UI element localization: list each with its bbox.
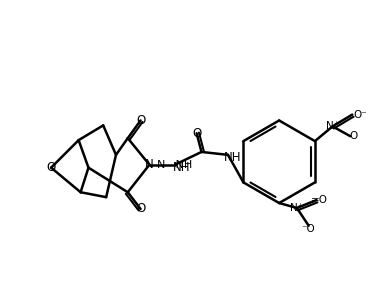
Text: O: O	[192, 127, 201, 140]
Text: O⁻: O⁻	[353, 110, 366, 120]
Text: ⁻O: ⁻O	[302, 223, 315, 234]
Text: O: O	[136, 114, 145, 127]
Text: NH: NH	[173, 161, 191, 174]
Text: O: O	[46, 161, 56, 174]
Text: N⁺: N⁺	[326, 121, 339, 131]
Text: NH: NH	[224, 151, 242, 164]
Text: N⁺: N⁺	[290, 203, 303, 213]
Text: =O: =O	[311, 195, 328, 205]
Text: O: O	[349, 131, 357, 141]
Text: N—NH: N—NH	[157, 160, 193, 170]
Text: N: N	[145, 158, 154, 171]
Text: O: O	[136, 202, 145, 215]
